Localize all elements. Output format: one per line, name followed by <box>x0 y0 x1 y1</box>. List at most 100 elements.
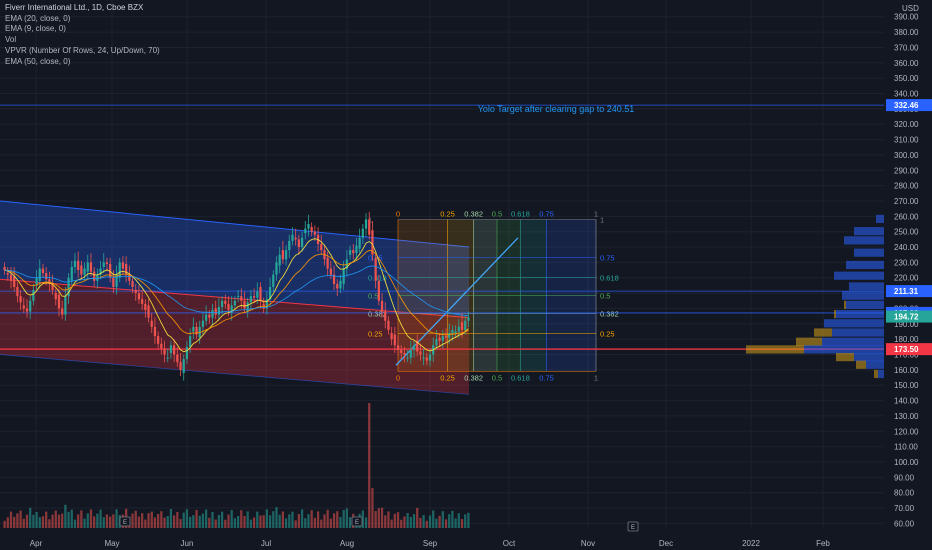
candle-body <box>201 320 205 327</box>
vpvr-down-bar <box>796 337 822 346</box>
volume-bar <box>22 518 25 528</box>
volume-bar <box>400 519 403 528</box>
volume-bar <box>150 511 153 528</box>
volume-bar <box>236 516 240 528</box>
candle-body <box>73 260 77 267</box>
candle-body <box>224 300 227 304</box>
vpvr-up-bar <box>854 352 884 362</box>
volume-bar <box>377 508 380 528</box>
candle-body <box>259 286 262 301</box>
price-label: 194.72 <box>894 313 919 322</box>
chart-title: Fiverr International Ltd., 1D, Cboe BZX <box>5 3 144 12</box>
candle-body <box>214 308 217 315</box>
volume-bar <box>403 516 406 528</box>
volume-bar <box>428 515 432 528</box>
candle-body <box>406 357 409 359</box>
candle-body <box>105 262 109 264</box>
candle-body <box>134 290 137 294</box>
candle-body <box>217 306 221 315</box>
volume-bar <box>195 510 198 528</box>
volume-bar <box>454 518 457 528</box>
fib-label-right: 0.618 <box>600 273 619 282</box>
candle-body <box>387 320 390 330</box>
price-axis-tick: 340.00 <box>894 90 919 99</box>
vpvr-down-bar <box>834 309 836 319</box>
candle-body <box>54 293 57 300</box>
candle-body <box>182 359 185 373</box>
volume-bar <box>307 514 310 528</box>
earnings-icon-label: E <box>123 520 127 526</box>
price-axis-tick: 220.00 <box>894 274 919 283</box>
price-axis-tick: 320.00 <box>894 120 919 129</box>
vpvr-up-bar <box>849 282 884 291</box>
volume-bar <box>252 517 256 528</box>
volume-bar <box>64 504 67 528</box>
candle-body <box>89 262 93 272</box>
time-axis-label: Aug <box>340 539 354 548</box>
volume-bar <box>348 517 352 528</box>
price-label: 332.46 <box>894 101 919 110</box>
candle-body <box>35 277 38 286</box>
volume-bar <box>374 511 377 528</box>
volume-bar <box>201 513 205 528</box>
price-axis-tick: 150.00 <box>894 381 919 390</box>
time-axis-label: Jun <box>181 539 194 548</box>
vpvr-up-bar <box>842 291 884 300</box>
indicator-legend: Fiverr International Ltd., 1D, Cboe BZX … <box>5 3 160 67</box>
candle-body <box>249 296 253 303</box>
volume-bar <box>83 518 86 528</box>
volume-bar <box>425 520 428 528</box>
price-axis-tick: 290.00 <box>894 166 919 175</box>
price-axis-tick: 260.00 <box>894 212 919 221</box>
volume-bar <box>444 519 448 528</box>
candle-body <box>157 336 160 344</box>
volume-bar <box>45 511 48 528</box>
candle-body <box>390 333 393 340</box>
volume-bar <box>157 514 160 528</box>
candle-body <box>384 311 387 321</box>
candle-body <box>425 357 428 361</box>
time-axis-label: Jul <box>261 539 271 548</box>
price-label-box <box>886 99 932 112</box>
candle-body <box>93 271 96 281</box>
candle-body <box>147 305 150 318</box>
candle-body <box>163 348 166 355</box>
price-axis-tick: 70.00 <box>894 504 915 513</box>
fib-label-top: 0.5 <box>492 209 502 218</box>
volume-bar <box>320 519 323 528</box>
volume-bar <box>265 509 269 528</box>
volume-bar <box>109 516 112 528</box>
vpvr-up-bar <box>836 309 884 319</box>
candle-body <box>268 286 272 300</box>
volume-bar <box>67 511 70 528</box>
vpvr-up-bar <box>866 360 884 369</box>
volume-bar <box>54 510 57 528</box>
ema50-line <box>4 265 469 316</box>
volume-bar <box>336 511 339 528</box>
price-axis-tick: 250.00 <box>894 228 919 237</box>
volume-bar <box>230 510 233 528</box>
volume-bar <box>93 516 96 528</box>
price-axis-tick: 60.00 <box>894 519 915 528</box>
candle-body <box>416 340 419 352</box>
candle-body <box>329 268 332 275</box>
candle-body <box>160 343 163 349</box>
candle-body <box>112 277 115 287</box>
volume-bar <box>134 510 137 528</box>
time-axis-label: Sep <box>423 539 438 548</box>
earnings-icon <box>119 516 131 527</box>
candle-body <box>131 280 134 287</box>
volume-bar <box>294 520 297 528</box>
candle-body <box>438 337 441 341</box>
fib-label-bottom: 0.5 <box>492 373 502 382</box>
price-axis-tick: 230.00 <box>894 258 919 267</box>
vpvr-up-bar <box>834 271 884 280</box>
earnings-icon-label: E <box>631 525 635 531</box>
candle-body <box>173 345 176 355</box>
volume-bar <box>144 519 147 528</box>
candle-body <box>96 274 99 281</box>
candle-body <box>412 345 416 350</box>
candle-body <box>332 274 336 284</box>
fib-label-left: 0.25 <box>368 329 383 338</box>
